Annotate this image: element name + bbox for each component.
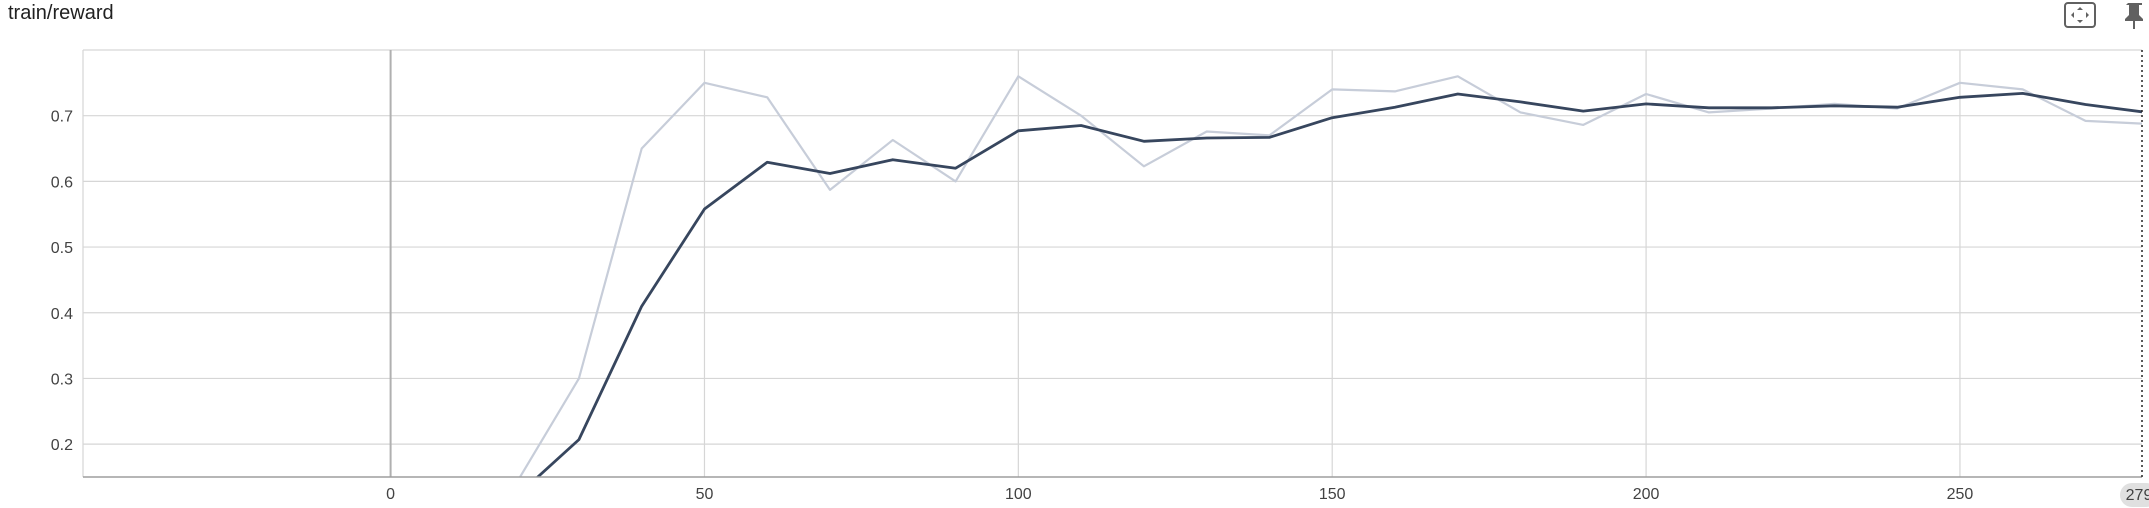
x-tick-label: 200 <box>1633 486 1660 503</box>
axis-layer: 0.2 0.3 0.4 0.5 0.6 0.7 0 50 100 150 200 250 279 <box>51 50 2149 507</box>
x-tick-label: 250 <box>1947 486 1974 503</box>
raw-series-line <box>518 75 2142 477</box>
pin-button[interactable] <box>2118 0 2149 30</box>
x-tick-label: 50 <box>696 486 714 503</box>
y-tick-label: 0.5 <box>51 240 73 257</box>
x-tick-label: 0 <box>386 486 395 503</box>
fit-to-data-button[interactable] <box>2062 0 2098 30</box>
grid-layer <box>83 49 2142 477</box>
y-tick-label: 0.7 <box>51 109 73 126</box>
fit-to-data-icon <box>2064 2 2096 28</box>
chart-title: train/reward <box>8 2 114 24</box>
x-tick-label: 150 <box>1319 486 1346 503</box>
smoothed-series-line <box>535 92 2142 477</box>
y-tick-label: 0.3 <box>51 371 73 388</box>
y-tick-label: 0.6 <box>51 174 73 191</box>
cursor-badge <box>2120 483 2149 507</box>
cursor-step-label: 279 <box>2126 487 2149 504</box>
pin-icon <box>2125 3 2143 29</box>
x-tick-label: 100 <box>1005 486 1032 503</box>
y-tick-label: 0.2 <box>51 437 73 454</box>
y-tick-label: 0.4 <box>51 306 73 323</box>
series-layer <box>518 75 2142 477</box>
